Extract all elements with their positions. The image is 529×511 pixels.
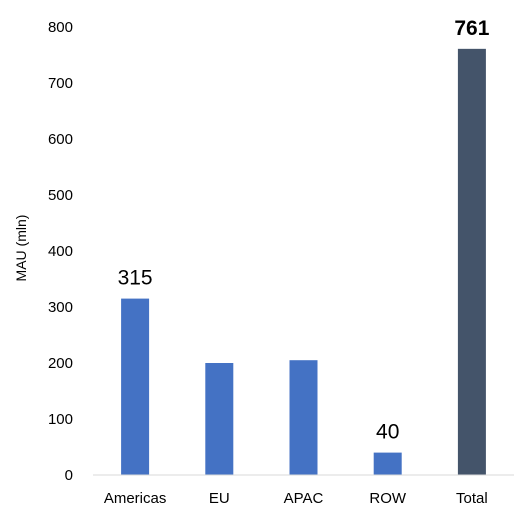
y-tick-label: 500 <box>48 187 73 204</box>
y-tick-label: 300 <box>48 299 73 316</box>
bars <box>121 48 486 476</box>
data-label-americas: 315 <box>118 267 153 290</box>
x-tick-label-americas: Americas <box>104 490 167 507</box>
x-tick-label-row: ROW <box>369 490 407 507</box>
y-axis-ticks: 0 100 200 300 400 500 600 700 800 <box>48 19 73 484</box>
bar-row <box>373 452 402 475</box>
bar-americas <box>121 298 150 475</box>
y-axis-title: MAU (mln) <box>13 215 29 282</box>
y-tick-label: 800 <box>48 19 73 36</box>
bar-apac <box>289 360 318 475</box>
y-tick-label: 400 <box>48 243 73 260</box>
y-tick-label: 200 <box>48 355 73 372</box>
bar-total <box>457 48 486 476</box>
y-tick-label: 100 <box>48 411 73 428</box>
bar-eu <box>205 363 234 475</box>
data-label-total: 761 <box>454 17 489 40</box>
data-labels: 315 40 761 <box>118 17 490 444</box>
x-tick-label-total: Total <box>456 490 488 507</box>
data-label-row: 40 <box>376 421 399 444</box>
y-tick-label: 0 <box>65 467 73 484</box>
y-tick-label: 600 <box>48 131 73 148</box>
x-axis-labels: Americas EU APAC ROW Total <box>104 490 488 507</box>
x-tick-label-apac: APAC <box>284 490 324 507</box>
x-tick-label-eu: EU <box>209 490 230 507</box>
y-tick-label: 700 <box>48 75 73 92</box>
